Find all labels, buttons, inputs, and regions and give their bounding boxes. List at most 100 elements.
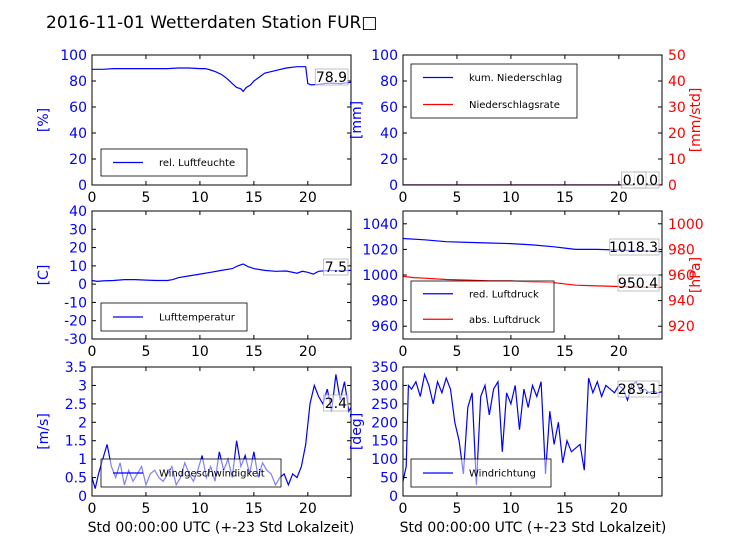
y-tick-label: 960 (371, 319, 398, 335)
value-annotation: 950.4 (618, 276, 658, 292)
y2-tick-label: 940 (668, 294, 695, 310)
x-tick-label: 20 (299, 501, 317, 517)
legend-label: red. Luftdruck (469, 289, 539, 300)
y-tick-label: 100 (60, 48, 87, 64)
y-tick-label: 300 (371, 378, 398, 394)
y-tick-label: 3 (78, 378, 87, 394)
legend-label: Niederschlagsrate (469, 100, 560, 111)
x-tick-label: 0 (88, 190, 97, 206)
panel-humidity: 0 5 10 15 20 0 20 40 60 80 100 [%] rel. Luftfeuchte 7… (36, 48, 352, 206)
x-tick-label: 5 (452, 501, 461, 517)
y-tick-label: 200 (371, 415, 398, 431)
y-tick-label: -20 (64, 314, 87, 330)
y-tick-label: 40 (380, 126, 398, 142)
y2-tick-label: 1000 (668, 217, 704, 233)
y-axis-label: [m/s] (36, 413, 52, 450)
axes-frame (402, 366, 663, 497)
x-tick-label: 5 (141, 501, 150, 517)
legend-box (410, 280, 555, 333)
x-axis-label-left: Std 00:00:00 UTC (+-23 Std Lokalzeit) (88, 520, 355, 536)
y-axis-label: [deg] (349, 413, 365, 450)
y-tick-label: 0 (78, 277, 87, 293)
value-annotation-box (323, 258, 349, 276)
x-tick-label: 0 (88, 501, 97, 517)
y-tick-label: 1020 (362, 242, 398, 258)
y-tick-label: 20 (69, 152, 87, 168)
legend-label: Lufttemperatur (159, 313, 236, 324)
y-tick-label: 1000 (362, 268, 398, 284)
value-annotation-box (621, 171, 647, 189)
y-tick-label: 0 (78, 178, 87, 194)
y2-tick-label: 0 (668, 178, 677, 194)
panel-pressure: 0 5 10 15 20 960 980 1000 1020 1040 920 940 960 980 10… (362, 210, 704, 360)
value-annotation: 0.0 (623, 173, 645, 189)
y-axis-label: [C] (36, 265, 52, 286)
axes-frame (91, 210, 352, 340)
y-tick-label: 1 (78, 452, 87, 468)
value-annotation: 7.5 (325, 260, 347, 276)
panel-wind-direction: 0 5 10 15 20050100150200250300350[deg]Windri… (349, 360, 663, 517)
panel-temperature: 0 5 10 15 20 -30 -20 -10 0 10 20 30 40 [C] Lufttempera… (36, 204, 352, 360)
x-tick-label: 10 (191, 344, 209, 360)
y-axis-label: [mm] (349, 101, 365, 139)
y-tick-label: 80 (69, 74, 87, 90)
y2-axis-label: [hPa] (688, 257, 704, 293)
legend-label: Windrichtung (469, 469, 536, 480)
y2-tick-label: 10 (668, 152, 686, 168)
x-tick-label: 10 (502, 344, 520, 360)
x-tick-label: 15 (556, 190, 574, 206)
y-tick-label: 0 (78, 489, 87, 505)
x-tick-label: 10 (502, 501, 520, 517)
x-tick-label: 5 (452, 344, 461, 360)
legend: Windgeschwindigkeit (100, 458, 282, 488)
y-tick-label: 0.5 (65, 471, 87, 487)
y-tick-label: 3.5 (65, 360, 87, 376)
y-axis-label: [%] (36, 108, 52, 132)
y2-tick-label: 40 (668, 74, 686, 90)
x-tick-label: 15 (556, 501, 574, 517)
y-tick-label: 150 (371, 434, 398, 450)
value-annotation-box (617, 380, 660, 398)
legend: Lufttemperatur (100, 302, 248, 332)
legend-label: abs. Luftdruck (469, 315, 540, 326)
x-tick-label: 0 (399, 190, 408, 206)
y-tick-label: 20 (380, 152, 398, 168)
x-tick-label: 5 (141, 344, 150, 360)
series-line-humidity-0 (92, 66, 351, 93)
legend: Windrichtung (410, 458, 552, 488)
axes-frame (91, 54, 352, 186)
y-tick-label: 50 (380, 471, 398, 487)
x-tick-label: 0 (399, 344, 408, 360)
x-tick-label: 20 (299, 190, 317, 206)
y-tick-label: 60 (69, 100, 87, 116)
value-annotation-box (323, 394, 349, 412)
x-tick-label: 20 (610, 190, 628, 206)
axes-frame (402, 54, 663, 186)
y-tick-label: 980 (371, 294, 398, 310)
x-tick-label: 15 (245, 190, 263, 206)
panel-precipitation: 0 5 10 15 20 0 20 40 60 80 100 0 10 20 30 40 50 [mm] [mm/s… (349, 48, 704, 206)
y-tick-label: 2.5 (65, 397, 87, 413)
x-tick-label: 20 (610, 344, 628, 360)
y2-axis-label: [mm/std] (688, 88, 704, 153)
value-annotation-box (314, 68, 349, 86)
y-tick-label: 10 (69, 259, 87, 275)
x-tick-label: 20 (610, 501, 628, 517)
y-tick-label: 80 (380, 74, 398, 90)
y-tick-label: -10 (64, 295, 87, 311)
x-tick-label: 10 (502, 190, 520, 206)
y-tick-label: 250 (371, 397, 398, 413)
y-tick-label: 30 (69, 222, 87, 238)
value-annotation: 78.9 (316, 70, 347, 86)
y-tick-label: 1.5 (65, 434, 87, 450)
y2-tick-label: 960 (668, 268, 695, 284)
legend-label: kum. Niederschlag (469, 73, 562, 84)
legend-label: Windgeschwindigkeit (159, 469, 265, 480)
y2-tick-label: 50 (668, 48, 686, 64)
x-tick-label: 5 (141, 190, 150, 206)
x-tick-label: 15 (245, 501, 263, 517)
x-tick-label: 0 (88, 344, 97, 360)
x-tick-label: 0 (399, 501, 408, 517)
legend: kum. Niederschlag Niederschlagsrate (410, 63, 578, 119)
figure-title: 2016-11-01 Wetterdaten Station FUR□ (46, 13, 377, 33)
